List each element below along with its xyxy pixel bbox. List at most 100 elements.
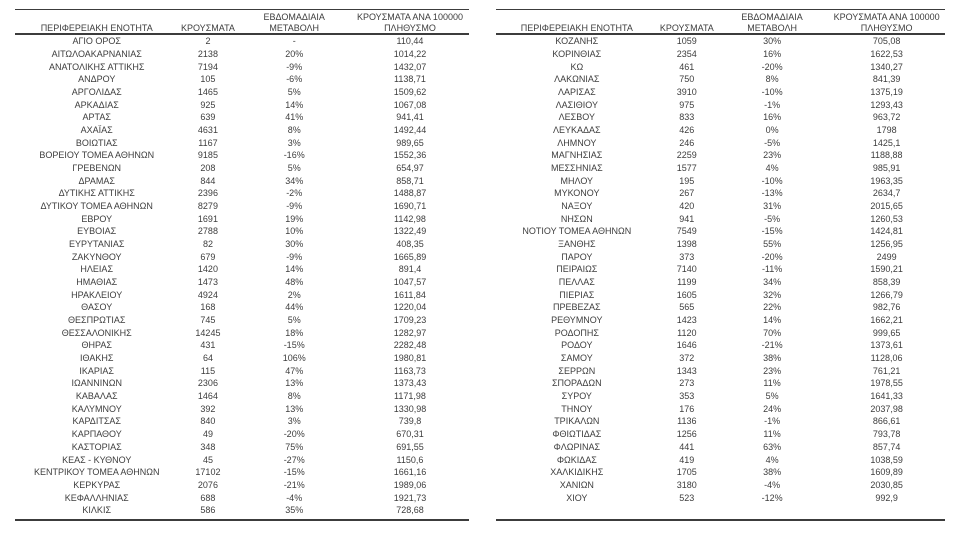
cases-per-100k-cell: 857,74	[872, 441, 901, 452]
cases-per-100k-cell: 1188,88	[870, 150, 903, 161]
cases-cell: 1605	[676, 289, 697, 300]
weekly-change-cell: 35%	[285, 505, 304, 516]
table-row: ΖΑΚΥΝΘΟΥ 679 -9% 1665,89	[15, 250, 469, 263]
cases-cell: 688	[200, 492, 216, 503]
table-row: ΑΧΑΪΑΣ 4631 8% 1492,44	[15, 124, 469, 137]
region-cell: ΜΗΛΟΥ	[560, 175, 594, 186]
cases-per-100k-cell: 1014,22	[393, 49, 427, 59]
cases-per-100k-cell: 1690,71	[393, 201, 427, 212]
table-row: ΜΥΚΟΝΟΥ 267 -13% 2634,7	[496, 187, 945, 200]
cases-cell: 4924	[197, 289, 218, 300]
cases-per-100k-cell: 1373,61	[870, 340, 903, 351]
cases-cell: 1199	[677, 277, 697, 288]
cases-per-100k-cell: 1963,35	[870, 175, 903, 186]
region-cell: ΚΕΡΚΥΡΑΣ	[73, 479, 121, 490]
table-row: ΠΕΙΡΑΙΩΣ 7140 -11% 1590,21	[496, 263, 945, 276]
cases-per-100k-cell: 1921,73	[393, 492, 427, 503]
weekly-change-cell: 30%	[763, 36, 782, 47]
cases-per-100k-cell: 866,61	[872, 416, 901, 427]
region-cell: ΘΑΣΟΥ	[81, 302, 113, 313]
region-cell: ΠΙΕΡΙΑΣ	[559, 289, 595, 300]
cases-per-100k-cell: 1150,6	[396, 454, 424, 465]
region-cell: ΑΡΚΑΔΙΑΣ	[74, 99, 119, 110]
table-row: ΧΑΝΙΩΝ 3180 -4% 2030,85	[496, 479, 945, 492]
cases-per-100k-cell: 1171,98	[394, 391, 426, 402]
region-cell: ΚΕΑΣ - ΚΥΘΝΟΥ	[62, 454, 132, 465]
cases-per-100k-cell: 891,4	[398, 264, 422, 275]
table-row: ΙΚΑΡΙΑΣ 115 47% 1163,73	[15, 364, 469, 377]
cases-cell: 1167	[198, 137, 218, 148]
table-row: ΚΑΛΥΜΝΟΥ 392 13% 1330,98	[15, 402, 469, 415]
weekly-change-cell: 13%	[285, 403, 304, 414]
weekly-change-cell: 8%	[765, 74, 779, 85]
table-row: ΚΑΣΤΟΡΙΑΣ 348 75% 691,55	[15, 441, 469, 454]
weekly-change-cell: -	[292, 36, 296, 47]
region-cell: ΦΩΚΙΔΑΣ	[556, 454, 597, 465]
cases-cell: 49	[202, 429, 213, 440]
cases-per-100k-cell: 985,91	[872, 163, 901, 174]
weekly-change-cell: -4%	[286, 492, 303, 503]
weekly-change-cell: -9%	[286, 251, 303, 262]
cases-per-100k-cell: 2030,85	[870, 479, 903, 490]
header-weekly-change: ΕΒΔΟΜΑΔΙΑΙΑ ΜΕΤΑΒΟΛΗ	[263, 12, 325, 33]
table-row: ΗΜΑΘΙΑΣ 1473 48% 1047,57	[15, 276, 469, 289]
table-row: ΡΟΔΟΥ 1646 -21% 1373,61	[496, 339, 945, 352]
cases-per-100k-cell: 1552,36	[393, 150, 427, 161]
cases-per-100k-cell: 2499	[876, 251, 897, 262]
weekly-change-cell: 106%	[282, 353, 306, 364]
table-row: ΕΥΒΟΙΑΣ 2788 10% 1322,49	[15, 225, 469, 238]
region-cell: ΑΧΑΪΑΣ	[80, 125, 113, 136]
region-cell: ΛΕΣΒΟΥ	[558, 112, 595, 123]
weekly-change-cell: 47%	[285, 365, 304, 376]
weekly-change-cell: 44%	[285, 302, 304, 313]
cases-cell: 1423	[676, 315, 697, 326]
header-cases: ΚΡΟΥΣΜΑΤΑ	[178, 23, 237, 34]
cases-cell: 833	[679, 112, 695, 123]
cases-cell: 420	[679, 201, 695, 212]
table-row: ΠΑΡΟΥ 373 -20% 2499	[496, 250, 945, 263]
table-row: ΛΑΡΙΣΑΣ 3910 -10% 1375,19	[496, 86, 945, 99]
weekly-change-cell: -10%	[761, 175, 783, 186]
table-row: ΚΩ 461 -20% 1340,27	[496, 60, 945, 73]
region-cell: ΜΑΓΝΗΣΙΑΣ	[551, 150, 603, 161]
table-row: ΑΙΤΩΛΟΑΚΑΡΝΑΝΙΑΣ 2138 20% 1014,22	[15, 48, 469, 61]
region-cell: ΚΕΝΤΡΙΚΟΥ ΤΟΜΕΑ ΑΘΗΝΩΝ	[33, 467, 160, 478]
cases-cell: 2138	[197, 49, 218, 59]
weekly-change-cell: 38%	[763, 353, 782, 364]
weekly-change-cell: -1%	[764, 99, 781, 110]
region-cell: ΗΜΑΘΙΑΣ	[76, 277, 118, 288]
cases-per-100k-cell: 1662,21	[870, 315, 903, 326]
cases-cell: 840	[200, 416, 216, 427]
cases-cell: 7194	[197, 61, 218, 72]
weekly-change-cell: -9%	[286, 61, 303, 72]
region-cell: ΑΡΤΑΣ	[82, 112, 111, 123]
region-cell: ΡΟΔΟΥ	[561, 340, 593, 351]
region-cell: ΝΟΤΙΟΥ ΤΟΜΕΑ ΑΘΗΝΩΝ	[522, 226, 632, 237]
cases-per-100k-cell: 2282,48	[393, 340, 427, 351]
cases-per-100k-cell: 408,35	[396, 239, 424, 250]
cases-cell: 3180	[676, 479, 697, 490]
weekly-change-cell: 34%	[285, 175, 304, 186]
cases-cell: 176	[679, 403, 695, 414]
weekly-change-cell: 18%	[285, 327, 304, 338]
region-cell: ΛΑΚΩΝΙΑΣ	[554, 74, 600, 85]
weekly-change-cell: -21%	[761, 340, 783, 351]
cases-cell: 82	[202, 239, 213, 250]
table-row: ΘΕΣΣΑΛΟΝΙΚΗΣ 14245 18% 1282,97	[15, 326, 469, 339]
weekly-change-cell: -15%	[761, 226, 783, 237]
cases-cell: 1420	[197, 264, 218, 275]
weekly-change-cell: 14%	[285, 264, 304, 275]
weekly-change-cell: 16%	[763, 112, 782, 123]
cases-per-100k-cell: 1138,71	[394, 74, 426, 85]
cases-cell: 2306	[197, 378, 218, 389]
table-row: ΞΑΝΘΗΣ 1398 55% 1256,95	[496, 238, 945, 251]
header-region-label: ΠΕΡΙΦΕΡΕΙΑΚΗ ΕΝΟΤΗΤΑ	[520, 22, 633, 33]
region-cell: ΘΕΣΠΡΩΤΙΑΣ	[68, 315, 126, 326]
cases-cell: 523	[679, 492, 695, 503]
table-row: ΚΟΡΙΝΘΙΑΣ 2354 16% 1622,53	[496, 48, 945, 61]
region-cell: ΣΠΟΡΑΔΩΝ	[551, 378, 602, 389]
cases-per-100k-cell: 1978,55	[870, 378, 903, 389]
region-cell: ΑΙΤΩΛΟΑΚΑΡΝΑΝΙΑΣ	[51, 49, 142, 59]
cases-cell: 639	[200, 112, 216, 123]
region-cell: ΧΑΝΙΩΝ	[559, 479, 594, 490]
